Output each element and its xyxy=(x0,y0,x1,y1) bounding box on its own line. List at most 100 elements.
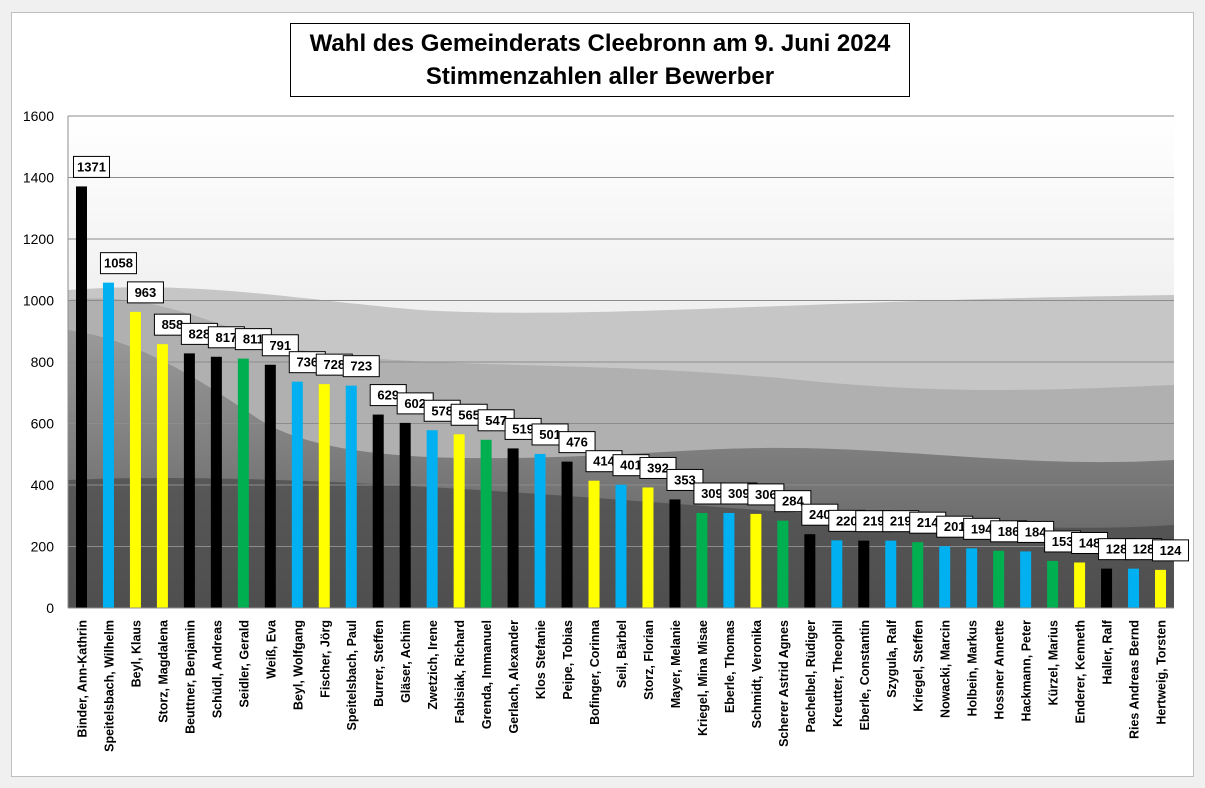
x-tick-label: Holbein, Markus xyxy=(966,620,980,717)
x-tick-label: Hertweig, Torsten xyxy=(1155,620,1169,725)
x-tick-label: Gerlach, Alexander xyxy=(507,620,521,734)
y-tick-label: 400 xyxy=(31,477,55,493)
bar xyxy=(345,385,357,608)
data-label: 306 xyxy=(755,487,777,502)
x-tick-label: Nowacki, Marcin xyxy=(939,620,953,718)
x-tick-label: Kürzel, Marius xyxy=(1047,620,1061,705)
x-tick-label: Kreutter, Theophil xyxy=(831,620,845,727)
bar xyxy=(615,484,627,608)
data-label: 128 xyxy=(1106,542,1128,557)
data-label: 728 xyxy=(323,357,345,372)
x-tick-label: Binder, Ann-Kathrin xyxy=(75,620,89,738)
data-label: 186 xyxy=(998,524,1020,539)
x-tick-label: Schüdl, Andreas xyxy=(210,620,224,718)
data-label-box xyxy=(99,252,137,275)
x-tick-label: Weiß, Eva xyxy=(264,619,278,679)
x-tick-label: Eberle, Constantin xyxy=(858,620,872,730)
x-tick-label: Haller, Ralf xyxy=(1101,619,1115,684)
data-label: 736 xyxy=(296,355,318,370)
x-tick-label: Mayer, Melanie xyxy=(669,620,683,708)
bar xyxy=(831,540,843,608)
x-tick-label: Speitelsbach, Wilhelm xyxy=(102,620,116,752)
data-label: 578 xyxy=(431,403,453,418)
bar xyxy=(885,540,897,608)
x-tick-label: Fabisiak, Richard xyxy=(453,620,467,724)
x-tick-label: Seidler, Gerald xyxy=(237,620,251,708)
data-label: 309 xyxy=(728,486,750,501)
x-tick-label: Gläser, Achim xyxy=(399,620,413,703)
x-tick-label: Seil, Bärbel xyxy=(615,620,629,688)
data-label-box xyxy=(72,155,110,178)
x-tick-label: Speitelsbach, Paul xyxy=(345,620,359,730)
data-label: 817 xyxy=(216,330,238,345)
data-label: 629 xyxy=(377,388,399,403)
data-label: 128 xyxy=(1133,542,1155,557)
bar xyxy=(183,353,195,608)
data-label: 201 xyxy=(944,519,966,534)
data-label: 220 xyxy=(836,513,858,528)
bar xyxy=(453,434,465,608)
bar xyxy=(102,282,114,608)
bar xyxy=(588,480,600,608)
data-label: 353 xyxy=(674,472,696,487)
data-label: 309 xyxy=(701,486,723,501)
x-tick-label: Eberle, Thomas xyxy=(723,620,737,713)
bar xyxy=(858,540,870,608)
data-label: 828 xyxy=(189,326,211,341)
data-label: 602 xyxy=(404,396,426,411)
chart-subtitle: Stimmenzahlen aller Bewerber xyxy=(425,63,775,90)
data-label: 963 xyxy=(135,285,157,300)
bar xyxy=(1101,568,1113,608)
data-label: 214 xyxy=(917,515,939,530)
data-label: 565 xyxy=(458,407,480,422)
bar xyxy=(723,512,735,608)
x-tick-label: Beuttner, Benjamin xyxy=(183,620,197,734)
data-label-box xyxy=(342,355,380,378)
x-tick-label: Fischer, Jörg xyxy=(318,620,332,698)
bar xyxy=(804,534,816,608)
data-label: 519 xyxy=(512,421,534,436)
bar xyxy=(1155,569,1167,608)
chart-title: Wahl des Gemeinderats Cleebronn am 9. Ju… xyxy=(309,30,891,57)
bar xyxy=(264,364,276,608)
data-label-box xyxy=(1152,539,1190,562)
bar xyxy=(75,186,87,609)
bar xyxy=(480,439,492,608)
data-label: 1058 xyxy=(104,256,133,271)
x-tick-label: Kriegel, Steffen xyxy=(912,620,926,712)
bar xyxy=(966,548,978,608)
bar xyxy=(1074,562,1086,608)
bar xyxy=(993,550,1005,608)
bar xyxy=(912,542,924,608)
data-label: 194 xyxy=(971,521,993,536)
y-tick-label: 1200 xyxy=(23,231,54,247)
data-label-box xyxy=(558,431,596,454)
bar xyxy=(642,487,654,608)
x-tick-label: Hossner Annette xyxy=(993,620,1007,720)
data-label: 1371 xyxy=(77,159,106,174)
bar xyxy=(1047,560,1059,608)
bar xyxy=(399,422,411,608)
bar xyxy=(372,414,384,608)
y-tick-label: 800 xyxy=(31,354,55,370)
y-tick-label: 0 xyxy=(46,600,54,616)
x-axis: Binder, Ann-Kathrin Speitelsbach, Wilhelm… xyxy=(68,607,1174,752)
data-label: 858 xyxy=(162,317,184,332)
data-label: 791 xyxy=(269,338,291,353)
bar xyxy=(426,430,438,608)
data-label: 148 xyxy=(1079,535,1101,550)
bar xyxy=(939,546,951,608)
bar xyxy=(750,513,762,608)
x-tick-label: Beyl, Klaus xyxy=(129,620,143,687)
x-tick-label: Storz, Magdalena xyxy=(156,619,170,723)
bar xyxy=(507,448,519,608)
data-label-box xyxy=(126,281,164,304)
x-tick-label: Peipe, Tobias xyxy=(561,620,575,700)
bar xyxy=(534,453,546,608)
data-label: 501 xyxy=(539,427,561,442)
x-tick-label: Schmidt, Veronika xyxy=(750,619,764,728)
bar xyxy=(210,356,222,608)
data-label: 811 xyxy=(243,332,264,347)
